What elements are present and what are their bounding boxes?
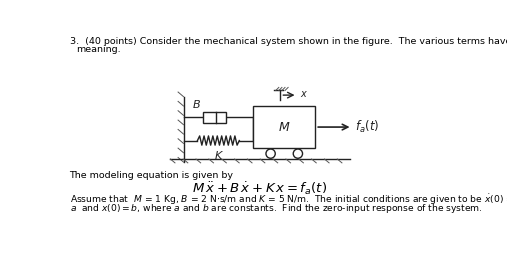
Text: 3.  (40 points) Consider the mechanical system shown in the figure.  The various: 3. (40 points) Consider the mechanical s… bbox=[69, 37, 507, 46]
Text: B: B bbox=[193, 100, 200, 110]
Text: M: M bbox=[279, 121, 289, 134]
Bar bbox=[254, 106, 315, 148]
Text: K: K bbox=[215, 151, 222, 160]
Text: The modeling equation is given by: The modeling equation is given by bbox=[69, 171, 234, 180]
Text: meaning.: meaning. bbox=[76, 45, 120, 54]
Text: $a$  and $x(0) = b$, where $a$ and $b$ are constants.  Find the zero-input respo: $a$ and $x(0) = b$, where $a$ and $b$ ar… bbox=[69, 202, 482, 215]
Text: x: x bbox=[300, 89, 306, 99]
Text: $M\,\ddot{x} + B\,\dot{x} + K\,x = f_a(t)$: $M\,\ddot{x} + B\,\dot{x} + K\,x = f_a(t… bbox=[192, 181, 327, 197]
Bar bbox=[203, 112, 226, 123]
Text: $f_a(t)$: $f_a(t)$ bbox=[355, 119, 379, 135]
Text: Assume that  $M$ = 1 Kg, $B$ = 2 N$\cdot$s/m and $K$ = 5 N/m.  The initial condi: Assume that $M$ = 1 Kg, $B$ = 2 N$\cdot$… bbox=[69, 193, 507, 207]
